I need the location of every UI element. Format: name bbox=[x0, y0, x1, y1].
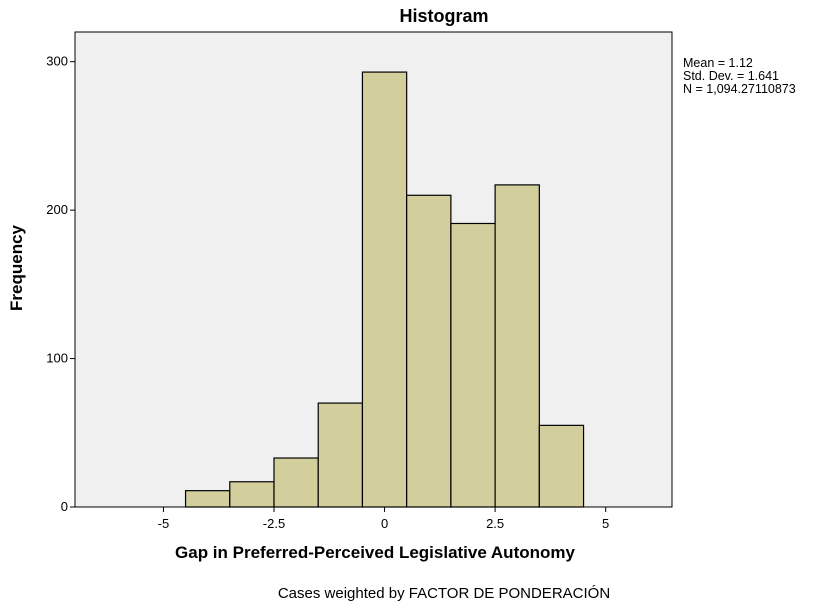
stats-std-dev: Std. Dev. = 1.641 bbox=[683, 69, 779, 83]
histogram-bar-2 bbox=[273, 457, 319, 508]
histogram-bar-7 bbox=[494, 184, 540, 508]
x-axis-label: Gap in Preferred-Perceived Legislative A… bbox=[175, 543, 575, 562]
stats-mean: Mean = 1.12 bbox=[683, 56, 753, 70]
weight-footnote: Cases weighted by FACTOR DE PONDERACIÓN bbox=[278, 585, 610, 602]
x-tick-label-2: 0 bbox=[381, 516, 388, 531]
y-tick-label-1: 100 bbox=[46, 351, 68, 366]
y-tick-label-2: 200 bbox=[46, 202, 68, 217]
chart-title: Histogram bbox=[399, 6, 488, 26]
x-tick-label-4: 5 bbox=[602, 516, 609, 531]
histogram-bar-6 bbox=[450, 222, 496, 508]
x-tick-label-3: 2.5 bbox=[486, 516, 504, 531]
y-tick-label-3: 300 bbox=[46, 54, 68, 69]
x-axis-ticks: -5 -2.5 0 2.5 5 bbox=[158, 507, 609, 531]
x-tick-label-1: -2.5 bbox=[263, 516, 285, 531]
y-axis-label: Frequency bbox=[7, 224, 26, 311]
x-tick-label-0: -5 bbox=[158, 516, 170, 531]
stats-n: N = 1,094.27110873 bbox=[683, 82, 796, 96]
histogram-bar-4 bbox=[361, 71, 408, 508]
histogram-bar-0 bbox=[184, 490, 231, 508]
histogram-bar-3 bbox=[317, 402, 364, 508]
histogram-bar-5 bbox=[406, 194, 452, 508]
y-axis-ticks: 0 100 200 300 bbox=[46, 54, 75, 514]
bars-group bbox=[184, 71, 585, 508]
y-tick-label-0: 0 bbox=[61, 499, 68, 514]
histogram-bar-8 bbox=[538, 424, 585, 508]
histogram-bar-1 bbox=[229, 481, 275, 508]
